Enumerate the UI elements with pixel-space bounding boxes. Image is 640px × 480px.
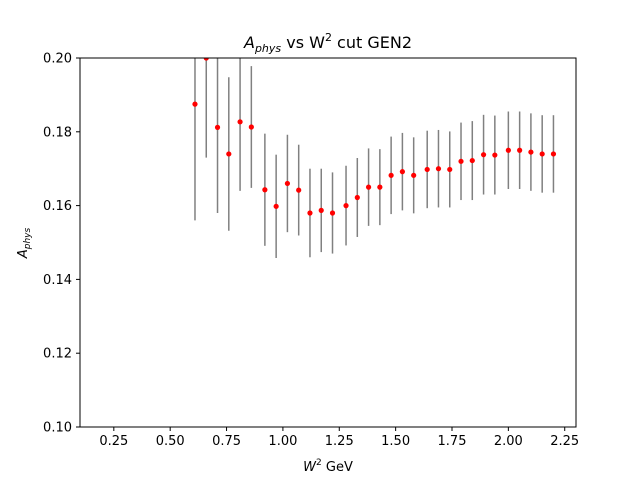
y-axis-label: Aphys [16, 228, 33, 260]
y-tick-label-5: 0.20 [43, 52, 72, 67]
y-tick-label-1: 0.12 [43, 347, 72, 362]
data-point-27 [505, 147, 511, 153]
data-point-12 [329, 210, 336, 216]
data-point-13 [343, 203, 349, 209]
data-point-26 [492, 152, 498, 158]
x-tick-label-8: 2.25 [550, 434, 579, 449]
data-point-1 [203, 58, 209, 61]
data-point-20 [424, 166, 430, 173]
x-tick-label-6: 1.75 [438, 434, 467, 449]
data-point-23 [458, 158, 464, 164]
data-point-21 [435, 166, 442, 172]
data-point-3 [226, 151, 232, 157]
xlabel-main: W [303, 460, 317, 475]
x-tick-label-1: 0.50 [156, 434, 185, 449]
y-axis: 0.10 0.12 0.14 0.16 0.18 0.20 [43, 52, 80, 436]
data-point-14 [354, 194, 360, 201]
data-point-17 [388, 172, 394, 178]
data-point-24 [469, 157, 475, 164]
title-tail: cut GEN2 [332, 33, 412, 52]
data-point-19 [411, 172, 417, 178]
x-tick-label-7: 2.00 [494, 434, 523, 449]
xlabel-tail: GeV [322, 460, 353, 475]
data-point-5 [248, 124, 254, 130]
chart-title: Aphys vs W2 cut GEN2 [243, 31, 412, 55]
x-tick-label-4: 1.25 [325, 434, 354, 449]
title-sup: 2 [325, 31, 332, 44]
y-tick-label-2: 0.14 [43, 273, 72, 288]
title-main: A [243, 33, 255, 52]
data-point-30 [539, 151, 545, 157]
data-point-11 [318, 207, 324, 213]
data-point-25 [480, 152, 487, 158]
x-tick-label-0: 0.25 [99, 434, 128, 449]
x-tick-label-3: 1.00 [268, 434, 297, 449]
x-tick-label-5: 1.50 [381, 434, 410, 449]
x-axis: 0.25 0.50 0.75 1.00 1.25 1.50 1.75 2.00 2.25 [99, 427, 579, 449]
title-sub: phys [254, 42, 281, 55]
data-point-4 [237, 119, 243, 125]
x-axis-label: W2 GeV [303, 458, 353, 475]
plot-area [192, 58, 557, 258]
data-point-18 [399, 169, 405, 175]
ylabel-sub: phys [23, 228, 33, 251]
y-tick-label-3: 0.16 [43, 199, 72, 214]
data-point-2 [214, 124, 221, 130]
data-point-7 [273, 203, 279, 209]
ylabel-main: A [16, 249, 31, 259]
xlabel-sup: 2 [316, 458, 322, 468]
title-mid: vs W [281, 33, 325, 52]
data-point-16 [377, 184, 383, 190]
data-point-10 [307, 210, 313, 216]
data-point-9 [296, 187, 302, 193]
data-point-0 [192, 101, 198, 107]
data-point-8 [284, 180, 291, 187]
y-tick-label-0: 0.10 [43, 421, 72, 436]
data-point-15 [365, 184, 372, 190]
y-tick-label-4: 0.18 [43, 125, 72, 140]
data-point-28 [517, 147, 523, 153]
data-point-31 [550, 151, 557, 157]
data-point-6 [262, 187, 268, 193]
data-point-29 [528, 149, 534, 155]
data-point-22 [447, 166, 453, 173]
axes-frame [79, 57, 577, 428]
x-tick-label-2: 0.75 [212, 434, 241, 449]
